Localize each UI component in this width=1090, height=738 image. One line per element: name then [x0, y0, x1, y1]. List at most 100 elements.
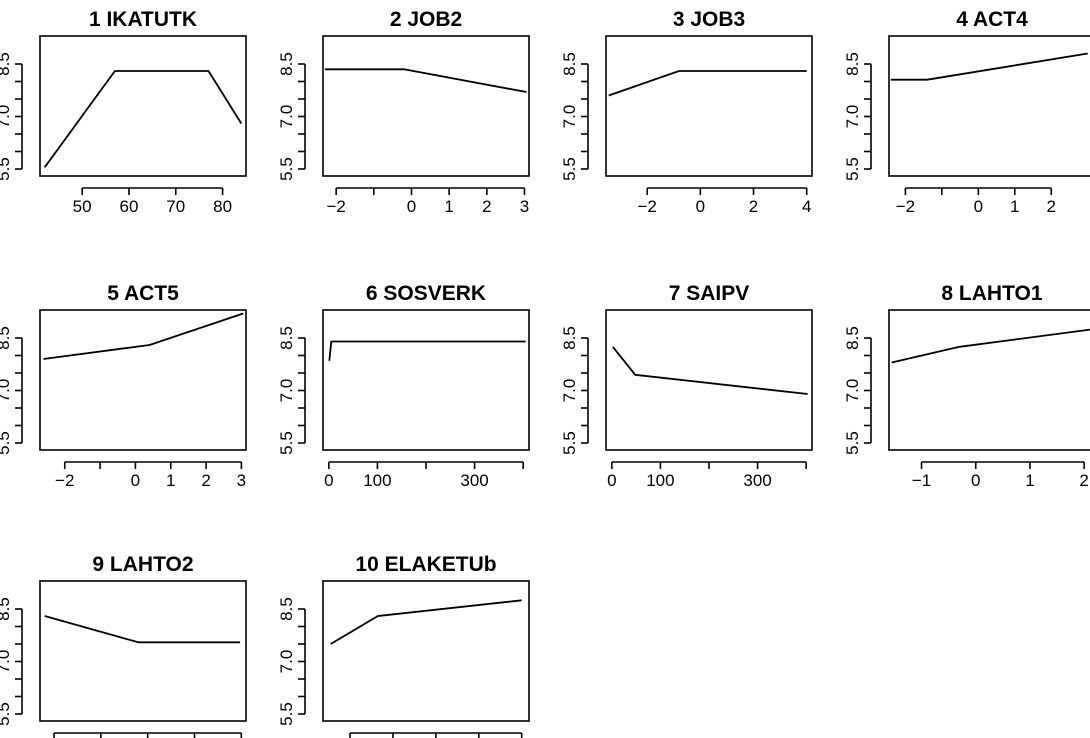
dependence-line	[43, 312, 244, 360]
x-tick-label: 0	[974, 197, 983, 216]
x-tick-label: 0	[131, 471, 140, 490]
x-tick-label: 1	[1010, 197, 1019, 216]
y-tick-label: 7.0	[560, 105, 579, 129]
y-tick-label: 7.0	[560, 379, 579, 403]
x-tick-label: 0	[696, 197, 705, 216]
panel-4: 4 ACT4 5.5 7.0 8.5 −2 0 1 2	[843, 8, 1090, 216]
plot-frame	[322, 35, 530, 177]
panel-2: 2 JOB2 5.5 7.0 8.5 −2 0 1 2 3	[277, 8, 530, 216]
x-tick-label: 50	[73, 197, 92, 216]
x-tick-label: 300	[460, 471, 488, 490]
y-tick-label: 5.5	[0, 702, 13, 726]
panel-title: 1 IKATUTK	[89, 8, 197, 31]
y-tick-label: 7.0	[0, 379, 13, 403]
y-tick-label: 8.5	[560, 326, 579, 350]
x-tick-label: 100	[646, 471, 674, 490]
dependence-line	[43, 70, 243, 168]
panel-7: 7 SAIPV 5.5 7.0 8.5 0 100 300	[560, 282, 813, 490]
y-tick-label: 7.0	[277, 650, 296, 674]
x-tick-label: −2	[896, 197, 915, 216]
panel-title: 2 JOB2	[390, 8, 462, 31]
y-tick-label: 5.5	[277, 702, 296, 726]
x-tick-label: 0	[607, 471, 616, 490]
x-tick-label: 1	[166, 471, 175, 490]
y-tick-label: 8.5	[843, 326, 862, 350]
x-tick-label: −2	[326, 197, 345, 216]
plot-frame	[39, 309, 247, 451]
x-tick-label: −1	[912, 471, 931, 490]
dependence-line	[44, 615, 241, 644]
dependence-line	[891, 328, 1090, 364]
dependence-line	[612, 346, 808, 395]
panel-1: 1 IKATUTK 5.5 7.0 8.5 50 60 70 80	[0, 8, 247, 216]
plot-frame	[322, 309, 530, 451]
x-tick-label: 2	[1079, 471, 1088, 490]
x-tick-label: 1	[1025, 471, 1034, 490]
plot-frame	[888, 35, 1090, 177]
plot-frame	[39, 35, 247, 177]
y-tick-label: 7.0	[277, 105, 296, 129]
x-tick-label: 0	[971, 471, 980, 490]
dependence-line	[890, 52, 1088, 81]
dependence-line	[608, 70, 807, 97]
y-tick-label: 8.5	[560, 52, 579, 76]
x-tick-label: 3	[520, 197, 529, 216]
y-tick-label: 5.5	[0, 431, 13, 455]
panel-6: 6 SOSVERK 5.5 7.0 8.5 0 100 300	[277, 282, 530, 490]
plot-frame	[605, 309, 813, 451]
y-tick-label: 7.0	[277, 379, 296, 403]
x-tick-label: 0	[324, 471, 333, 490]
panel-5: 5 ACT5 5.5 7.0 8.5 −2 0 1 2 3	[0, 282, 247, 490]
panel-title: 4 ACT4	[956, 8, 1028, 31]
plot-frame	[322, 580, 530, 722]
y-tick-label: 5.5	[277, 157, 296, 181]
y-tick-label: 5.5	[277, 431, 296, 455]
x-tick-label: 2	[1047, 197, 1056, 216]
y-tick-label: 5.5	[560, 431, 579, 455]
plot-frame	[888, 309, 1090, 451]
x-tick-label: 80	[213, 197, 232, 216]
plot-frame	[39, 580, 247, 722]
x-tick-label: 2	[749, 197, 758, 216]
y-tick-label: 7.0	[843, 105, 862, 129]
panel-3: 3 JOB3 5.5 7.0 8.5 −2 0 2 4	[560, 8, 813, 216]
y-tick-label: 8.5	[843, 52, 862, 76]
y-tick-label: 8.5	[277, 326, 296, 350]
y-tick-label: 7.0	[0, 650, 13, 674]
y-tick-label: 7.0	[843, 379, 862, 403]
plot-frame	[605, 35, 813, 177]
y-tick-label: 8.5	[277, 597, 296, 621]
panel-title: 6 SOSVERK	[366, 282, 486, 305]
panel-title: 10 ELAKETUb	[355, 553, 496, 576]
panel-title: 8 LAHTO1	[941, 282, 1042, 305]
x-tick-label: −2	[638, 197, 657, 216]
x-tick-label: 2	[482, 197, 491, 216]
y-tick-label: 5.5	[560, 157, 579, 181]
x-tick-label: 60	[119, 197, 138, 216]
dependence-line	[324, 68, 527, 93]
panel-title: 5 ACT5	[107, 282, 179, 305]
y-tick-label: 8.5	[0, 597, 13, 621]
panel-8: 8 LAHTO1 5.5 7.0 8.5 −1 0 1 2	[843, 282, 1090, 490]
y-tick-label: 5.5	[843, 157, 862, 181]
dependence-line	[330, 599, 522, 645]
panel-title: 9 LAHTO2	[92, 553, 193, 576]
x-tick-label: 4	[802, 197, 811, 216]
y-tick-label: 8.5	[0, 326, 13, 350]
y-tick-label: 5.5	[843, 431, 862, 455]
y-tick-label: 8.5	[0, 52, 13, 76]
y-tick-label: 8.5	[277, 52, 296, 76]
x-tick-label: 300	[743, 471, 771, 490]
x-tick-label: 70	[166, 197, 185, 216]
x-tick-label: 1	[444, 197, 453, 216]
x-tick-label: 2	[201, 471, 210, 490]
y-tick-label: 7.0	[0, 105, 13, 129]
x-tick-label: 0	[407, 197, 416, 216]
panel-title: 3 JOB3	[673, 8, 745, 31]
y-tick-label: 5.5	[0, 157, 13, 181]
x-tick-label: −2	[55, 471, 74, 490]
panel-title: 7 SAIPV	[669, 282, 750, 305]
